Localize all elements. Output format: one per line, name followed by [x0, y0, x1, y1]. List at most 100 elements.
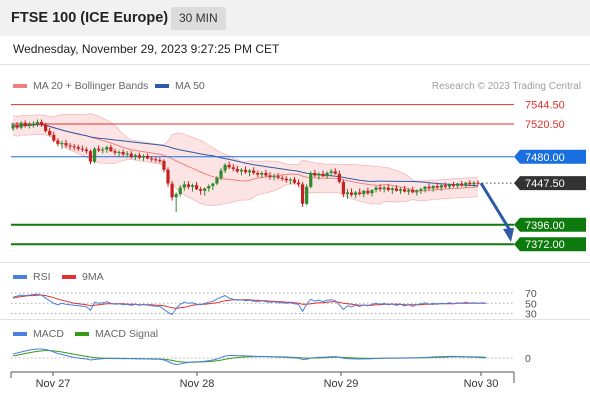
- forecast-arrow-shaft: [479, 182, 513, 233]
- candle-body: [48, 130, 52, 135]
- candle-body: [345, 192, 350, 195]
- macd-tick-label: 0: [525, 353, 531, 365]
- candle-body: [31, 123, 35, 125]
- candle-body: [146, 156, 150, 159]
- candle-body: [288, 179, 292, 181]
- ma50-legend-swatch: [155, 84, 169, 88]
- candle-body: [72, 146, 76, 148]
- rsi-ma-legend-swatch: [62, 275, 76, 279]
- candle-body: [105, 147, 109, 150]
- candle-body: [309, 173, 313, 187]
- candle-body: [129, 153, 133, 157]
- level-tag-support: 7396.00: [514, 217, 586, 232]
- candle-body: [11, 125, 15, 129]
- rsi-panel-top-border: [0, 262, 590, 263]
- candle-body: [190, 185, 195, 187]
- macd-line: [12, 348, 487, 366]
- candle-body: [292, 179, 297, 183]
- interval-badge[interactable]: 30 MIN: [171, 7, 226, 30]
- rsi-legend-label: RSI: [33, 271, 51, 283]
- candle-body: [329, 171, 333, 173]
- candle-body: [419, 189, 423, 191]
- candle-body: [272, 176, 276, 178]
- candle-body: [423, 186, 427, 190]
- price-panel-top-border: [0, 64, 590, 65]
- candle-body: [60, 143, 64, 145]
- instrument-title: FTSE 100 (ICE Europe): [11, 10, 169, 26]
- candle-body: [317, 173, 321, 176]
- candle-body: [382, 187, 386, 190]
- ma50-legend-label: MA 50: [175, 80, 205, 92]
- candle-body: [35, 122, 40, 124]
- level-tag-bg: [514, 176, 586, 191]
- candle-body: [199, 189, 203, 191]
- level-label-resistance: 7544.50: [525, 100, 565, 112]
- header-bar: FTSE 100 (ICE Europe) 30 MIN: [0, 0, 590, 36]
- candle-body: [80, 148, 84, 150]
- rsi-tick-label: 70: [525, 288, 537, 300]
- candle-body: [386, 187, 390, 190]
- rsi-tick-label: 30: [525, 308, 537, 320]
- candle-body: [427, 186, 431, 189]
- candle-body: [301, 184, 305, 204]
- candle-body: [447, 184, 452, 187]
- candle-body: [239, 169, 244, 172]
- candle-body: [211, 183, 215, 186]
- candle-body: [370, 190, 374, 194]
- rsi-ma-legend-label: 9MA: [82, 271, 104, 283]
- candle-body: [174, 194, 178, 198]
- macd-legend-swatch: [13, 332, 27, 336]
- level-tag-label: 7480.00: [525, 152, 565, 164]
- candle-body: [194, 185, 199, 190]
- candle-body: [178, 187, 182, 195]
- macd-panel-top-border: [0, 319, 590, 320]
- candle-body: [415, 190, 419, 193]
- candle-body: [97, 148, 101, 151]
- forecast-arrow-head: [503, 228, 514, 242]
- bollinger-band-fill: [13, 113, 478, 206]
- candle-body: [243, 169, 248, 173]
- level-tag-last: 7447.50: [514, 176, 586, 191]
- candle-body: [166, 169, 170, 184]
- candle-body: [203, 188, 207, 191]
- candle-body: [247, 170, 252, 173]
- candle-body: [121, 151, 125, 155]
- ma20-legend-label: MA 20 + Bollinger Bands: [33, 80, 149, 92]
- candle-body: [296, 182, 301, 185]
- candle-body: [456, 183, 460, 186]
- candle-body: [321, 173, 325, 177]
- candle-body: [341, 181, 345, 195]
- candle-body: [284, 178, 288, 181]
- candle-body: [137, 155, 142, 158]
- candle-body: [407, 190, 411, 192]
- candle-body: [476, 182, 480, 184]
- x-tick-label: Nov 30: [464, 378, 499, 390]
- watermark: Research © 2023 Trading Central: [431, 81, 581, 92]
- candle-body: [101, 149, 105, 151]
- candle-body: [64, 143, 68, 146]
- candle-body: [313, 173, 317, 176]
- candle-body: [19, 122, 23, 128]
- candle-body: [215, 177, 219, 184]
- candle-body: [133, 155, 137, 157]
- candle-body: [117, 151, 121, 153]
- candle-body: [464, 182, 468, 186]
- candle-body: [141, 156, 146, 158]
- candle-body: [186, 184, 190, 187]
- candle-body: [468, 182, 472, 185]
- candle-body: [460, 183, 464, 186]
- rsi-tick-label: 50: [525, 298, 537, 310]
- candle-body: [170, 183, 174, 198]
- candle-body: [207, 185, 211, 189]
- candle-body: [52, 134, 56, 141]
- x-tick-label: Nov 27: [36, 378, 71, 390]
- level-tag-bg: [514, 217, 586, 232]
- level-tag-bg: [514, 237, 586, 252]
- candle-body: [390, 188, 394, 190]
- candle-body: [443, 185, 447, 187]
- macd-signal-legend-label: MACD Signal: [95, 328, 159, 340]
- candle-body: [84, 149, 89, 152]
- candle-body: [472, 182, 476, 185]
- candle-body: [402, 189, 407, 192]
